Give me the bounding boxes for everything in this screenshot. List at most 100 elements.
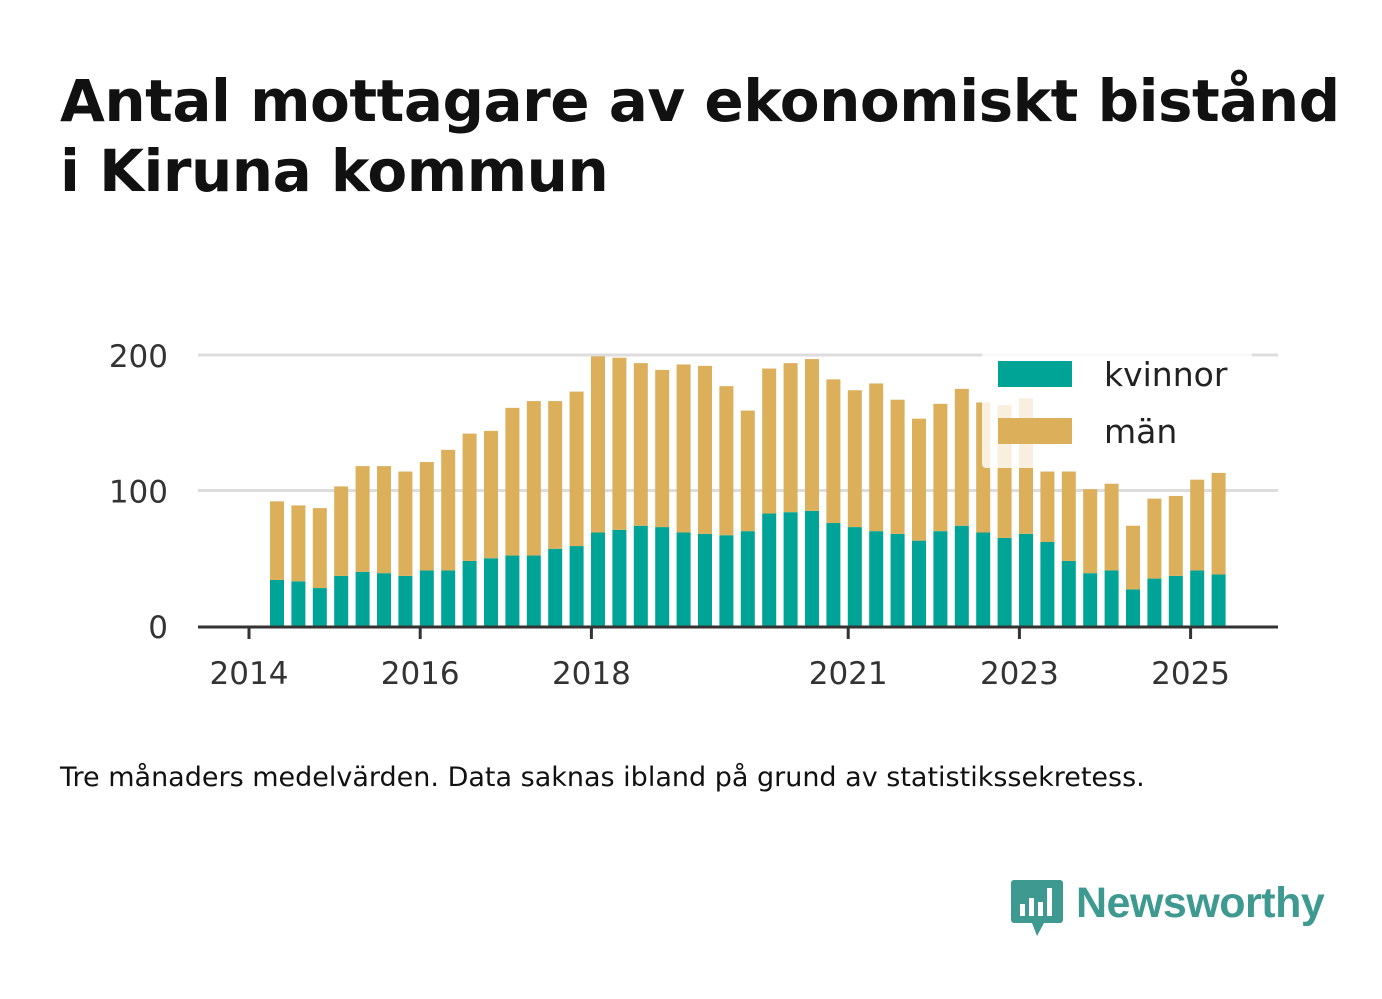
bar-kvinnor — [847, 527, 862, 626]
bar-kvinnor — [569, 546, 584, 626]
bar-kvinnor — [334, 575, 349, 626]
bar-series — [270, 356, 1226, 626]
bar-man — [1147, 498, 1162, 579]
bar-man — [377, 466, 391, 574]
bar-kvinnor — [505, 555, 520, 626]
bar-kvinnor — [805, 510, 819, 626]
x-tick-label: 2014 — [210, 656, 289, 692]
bar-kvinnor — [441, 570, 456, 626]
bar-kvinnor — [484, 558, 498, 626]
bar-kvinnor — [783, 512, 798, 626]
bar-man — [419, 462, 434, 571]
bar-man — [505, 407, 520, 556]
bar-man — [1083, 489, 1098, 574]
x-tick-label: 2018 — [552, 656, 631, 692]
x-tick-label: 2025 — [1151, 656, 1230, 692]
bar-man — [334, 486, 349, 576]
bar-man — [762, 368, 777, 514]
bar-man — [847, 390, 862, 528]
bar-kvinnor — [933, 531, 948, 626]
y-tick-label: 200 — [109, 339, 168, 375]
bar-kvinnor — [526, 555, 541, 626]
bar-man — [912, 418, 926, 541]
bar-kvinnor — [312, 588, 327, 626]
legend-label: män — [1104, 412, 1177, 451]
bar-kvinnor — [1104, 570, 1119, 626]
bar-kvinnor — [1019, 533, 1033, 626]
bar-kvinnor — [762, 513, 777, 626]
bar-kvinnor — [377, 573, 391, 626]
bar-kvinnor — [591, 532, 605, 626]
chart-title-line-2: i Kiruna kommun — [60, 137, 609, 205]
y-tick-label: 100 — [109, 475, 168, 511]
bar-man — [954, 388, 969, 526]
x-tick-label: 2021 — [809, 656, 888, 692]
bar-man — [569, 391, 584, 547]
bar-kvinnor — [1083, 573, 1098, 626]
bar-man — [869, 383, 884, 532]
bar-kvinnor — [954, 525, 969, 626]
bar-man — [398, 471, 413, 576]
bar-man — [890, 399, 905, 534]
bar-man — [270, 501, 284, 580]
bar-man — [655, 369, 670, 528]
bar-man — [1040, 471, 1055, 542]
bar-man — [1211, 472, 1226, 575]
bar-kvinnor — [1061, 560, 1076, 626]
bar-kvinnor — [740, 531, 755, 626]
bar-kvinnor — [462, 560, 477, 626]
bar-man — [933, 403, 948, 532]
bar-kvinnor — [398, 575, 413, 626]
bar-man — [826, 379, 841, 524]
brand-logo: Newsworthy — [1010, 878, 1325, 942]
bar-man — [1190, 479, 1205, 571]
bar-kvinnor — [655, 527, 670, 626]
bar-kvinnor — [419, 570, 434, 626]
bar-man — [1061, 471, 1076, 561]
bar-kvinnor — [976, 532, 991, 626]
bar-man — [805, 359, 819, 511]
bar-man — [740, 410, 755, 532]
legend-swatch — [998, 418, 1072, 444]
bar-kvinnor — [1147, 578, 1162, 626]
x-tick-label: 2023 — [980, 656, 1059, 692]
chart-title-line-1: Antal mottagare av ekonomiskt bistånd — [60, 67, 1340, 135]
bar-kvinnor — [997, 537, 1012, 626]
bar-kvinnor — [912, 540, 926, 626]
bar-man — [612, 357, 627, 530]
bar-kvinnor — [1126, 589, 1140, 626]
chart-title: Antal mottagare av ekonomiskt bistånd i … — [60, 66, 1340, 206]
bar-kvinnor — [1040, 541, 1055, 626]
chart-caption: Tre månaders medelvärden. Data saknas ib… — [60, 762, 1145, 793]
bar-man — [1104, 483, 1119, 571]
bar-kvinnor — [1211, 574, 1226, 626]
bar-chart-speech-bubble-icon — [1011, 880, 1063, 936]
bar-man — [291, 505, 306, 582]
bar-man — [633, 363, 648, 526]
bar-man — [1126, 525, 1140, 590]
bar-kvinnor — [698, 533, 712, 626]
bar-man — [312, 508, 327, 589]
bar-man — [462, 433, 477, 561]
legend-swatch — [998, 361, 1072, 387]
bar-kvinnor — [890, 533, 905, 626]
bar-kvinnor — [1168, 575, 1183, 626]
bar-man — [548, 401, 563, 549]
y-tick-label: 0 — [148, 610, 168, 646]
bar-kvinnor — [633, 525, 648, 626]
bar-kvinnor — [355, 571, 370, 626]
x-tick-label: 2016 — [381, 656, 460, 692]
bar-kvinnor — [270, 579, 284, 626]
bar-kvinnor — [1190, 570, 1205, 626]
bar-man — [355, 466, 370, 572]
legend-label: kvinnor — [1104, 355, 1228, 394]
bar-man — [698, 365, 712, 534]
bar-kvinnor — [548, 548, 563, 626]
brand-name: Newsworthy — [1076, 879, 1325, 927]
bar-man — [526, 401, 541, 556]
bar-kvinnor — [612, 529, 627, 626]
bar-kvinnor — [676, 532, 691, 626]
bar-kvinnor — [826, 523, 841, 626]
bar-kvinnor — [291, 581, 306, 626]
